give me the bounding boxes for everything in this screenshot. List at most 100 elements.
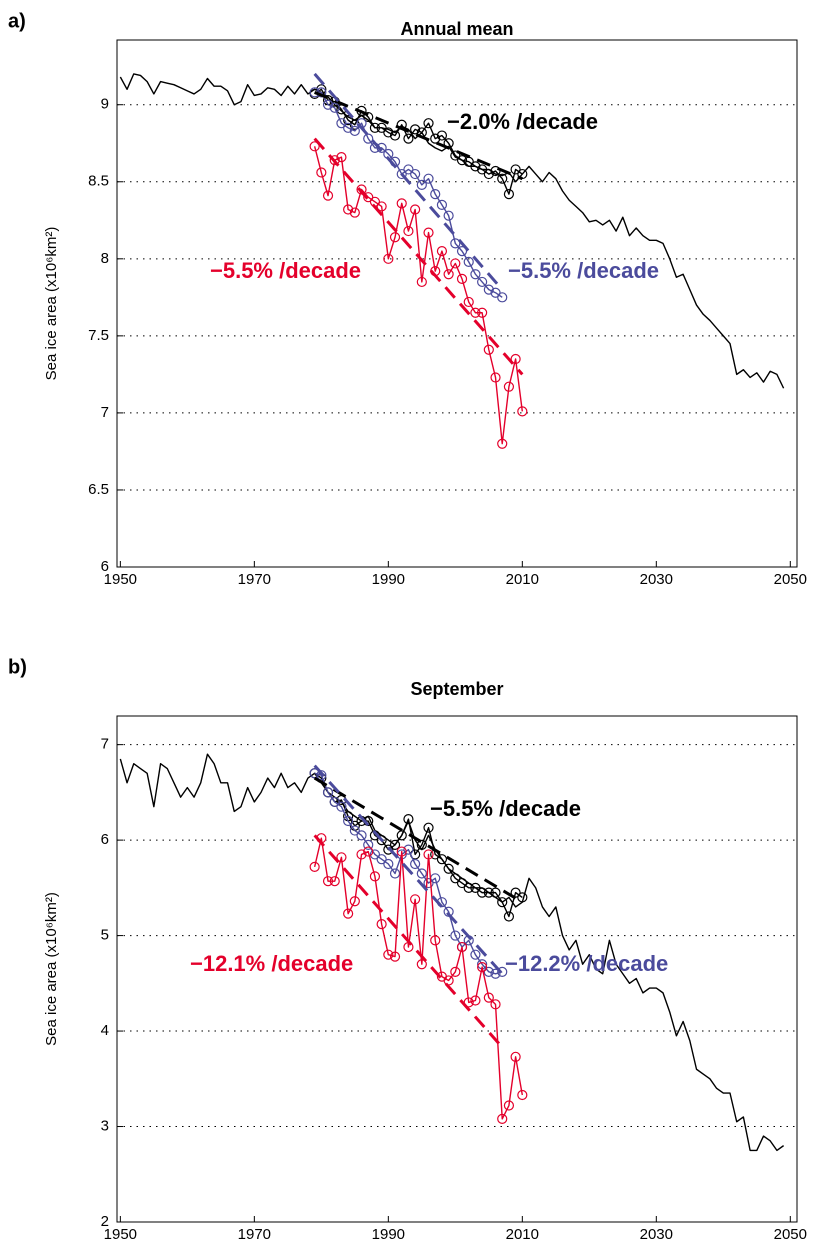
panel-label: b) [8, 656, 27, 678]
data-point [316, 167, 327, 178]
data-point [309, 141, 320, 152]
x-tick-label: 1990 [372, 571, 405, 588]
data-point [376, 122, 387, 133]
data-point [423, 227, 434, 238]
data-point [477, 887, 488, 898]
y-tick-label: 5 [101, 927, 109, 944]
data-point [363, 133, 374, 144]
data-point [383, 858, 394, 870]
y-tick-label: 8 [101, 250, 109, 267]
data-point [430, 188, 441, 200]
data-point [403, 164, 414, 175]
y-tick-label: 9 [101, 96, 109, 113]
data-point [383, 844, 394, 855]
x-tick-label: 2030 [640, 1226, 673, 1243]
data-point [329, 796, 340, 808]
trend-line [313, 72, 504, 291]
data-point [363, 839, 374, 850]
data-point [463, 256, 474, 267]
data-point [483, 344, 494, 355]
data-point [477, 276, 488, 288]
data-point [416, 179, 427, 190]
data-point [423, 173, 434, 184]
y-tick-label: 2 [101, 1213, 109, 1230]
data-point [456, 246, 468, 257]
panel-label: a) [8, 10, 26, 32]
data-point [463, 296, 474, 308]
data-point [477, 961, 488, 973]
trend-line [313, 834, 504, 1049]
data-point [490, 372, 501, 383]
data-point [383, 253, 394, 264]
data-point [410, 204, 421, 215]
data-point [497, 897, 508, 908]
series-line [313, 837, 524, 1120]
data-point [497, 438, 508, 449]
data-point [510, 353, 521, 365]
trend-line [313, 776, 524, 904]
data-point [423, 822, 434, 833]
data-point [403, 133, 414, 144]
data-point [376, 854, 387, 865]
chart-title: September [410, 679, 503, 699]
panel: a) Annual mean Sea ice area (x10⁶km²) 6 6.5 7… [8, 10, 807, 588]
data-point [356, 849, 367, 860]
data-point [497, 292, 508, 303]
data-point [309, 768, 320, 779]
x-tick-label: 2050 [774, 571, 807, 588]
data-point [349, 896, 360, 907]
annotation: −5.5% /decade [210, 258, 361, 283]
data-point [423, 849, 434, 860]
panel: b) September Sea ice area (x10⁶km²) 2 3 4 5 6 7 1… [8, 656, 807, 1243]
data-point [456, 273, 468, 284]
data-point [423, 877, 434, 889]
y-tick-label: 8.5 [88, 173, 109, 190]
data-point [450, 258, 461, 269]
data-point [363, 846, 374, 857]
trend-line [313, 137, 524, 376]
x-tick-label: 1970 [238, 1226, 271, 1243]
x-tick-label: 2010 [506, 571, 539, 588]
data-point [503, 381, 515, 392]
data-point [349, 125, 360, 137]
data-point [423, 118, 434, 129]
y-tick-label: 6.5 [88, 481, 109, 498]
data-point [436, 246, 448, 257]
data-point [396, 198, 407, 209]
data-point [363, 111, 374, 123]
data-point [403, 225, 414, 237]
x-tick-label: 1970 [238, 571, 271, 588]
data-point [376, 201, 387, 212]
plot-frame [116, 715, 798, 1223]
data-point [436, 199, 448, 210]
data-point [389, 232, 401, 243]
data-point [456, 877, 468, 889]
series-line [314, 88, 523, 195]
data-point [336, 118, 347, 129]
data-point [443, 863, 454, 874]
data-point [316, 770, 327, 781]
data-point [410, 858, 421, 870]
data-point [383, 949, 394, 960]
data-point [322, 876, 334, 887]
data-point [456, 941, 468, 953]
data-point [436, 130, 448, 141]
data-point [329, 155, 340, 166]
data-point [383, 127, 394, 138]
data-point [343, 115, 354, 126]
data-point [336, 801, 347, 812]
data-point [430, 935, 441, 946]
y-axis-label: Sea ice area (x10⁶km²) [43, 892, 60, 1046]
data-point [517, 406, 528, 417]
data-point [483, 966, 494, 977]
data-point [389, 839, 401, 850]
data-point [343, 122, 354, 133]
data-point [343, 204, 354, 215]
data-point [363, 192, 374, 203]
data-point [403, 844, 414, 855]
data-point [490, 999, 501, 1010]
data-point [490, 287, 501, 298]
x-tick-label: 2030 [640, 571, 673, 588]
data-point [483, 992, 494, 1003]
